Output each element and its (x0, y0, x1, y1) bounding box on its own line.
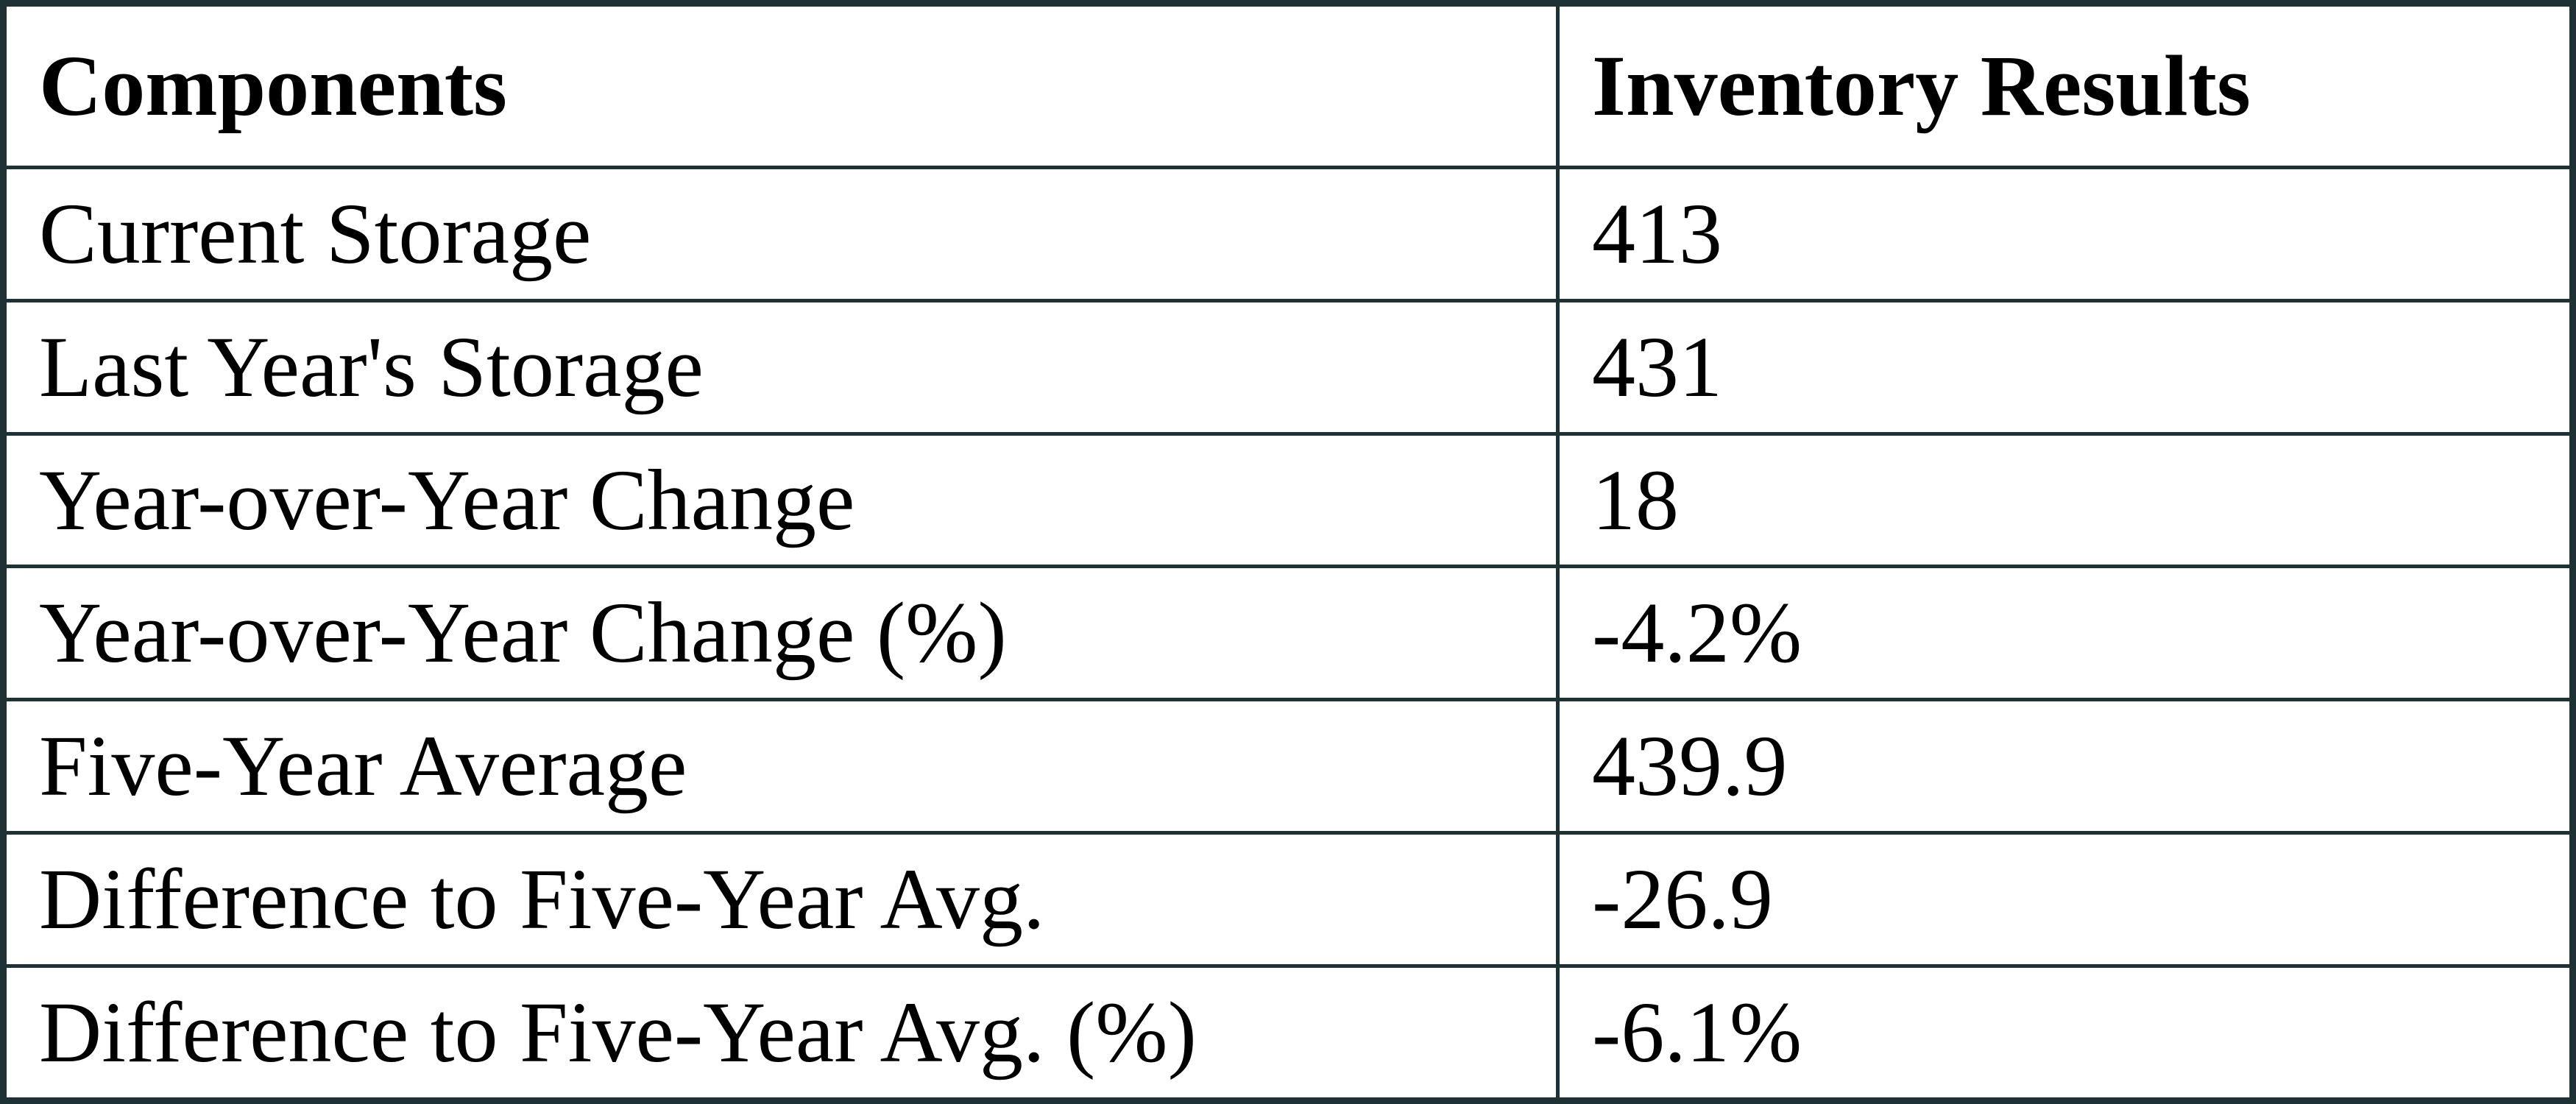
component-cell: Difference to Five-Year Avg. (1, 831, 1560, 968)
result-cell: 18 (1556, 431, 2575, 569)
header-cell-inventory-results: Inventory Results (1556, 1, 2575, 169)
result-cell: 431 (1556, 298, 2575, 436)
table-row: Year-over-Year Change 18 (1, 431, 2575, 569)
component-cell: Difference to Five-Year Avg. (%) (1, 963, 1560, 1103)
header-row: Components Inventory Results (1, 1, 2575, 169)
result-cell: -26.9 (1556, 831, 2575, 968)
result-cell: -4.2% (1556, 565, 2575, 702)
table-row: Difference to Five-Year Avg. -26.9 (1, 831, 2575, 968)
component-cell: Year-over-Year Change (%) (1, 565, 1560, 702)
table-row: Five-Year Average 439.9 (1, 698, 2575, 835)
header-cell-components: Components (1, 1, 1560, 169)
table-row: Year-over-Year Change (%) -4.2% (1, 565, 2575, 702)
result-cell: 413 (1556, 166, 2575, 302)
component-cell: Last Year's Storage (1, 298, 1560, 436)
table-row: Difference to Five-Year Avg. (%) -6.1% (1, 963, 2575, 1103)
table-row: Last Year's Storage 431 (1, 298, 2575, 436)
component-cell: Year-over-Year Change (1, 431, 1560, 569)
component-cell: Five-Year Average (1, 698, 1560, 835)
result-cell: 439.9 (1556, 698, 2575, 835)
result-cell: -6.1% (1556, 963, 2575, 1103)
component-cell: Current Storage (1, 166, 1560, 302)
table-row: Current Storage 413 (1, 166, 2575, 302)
